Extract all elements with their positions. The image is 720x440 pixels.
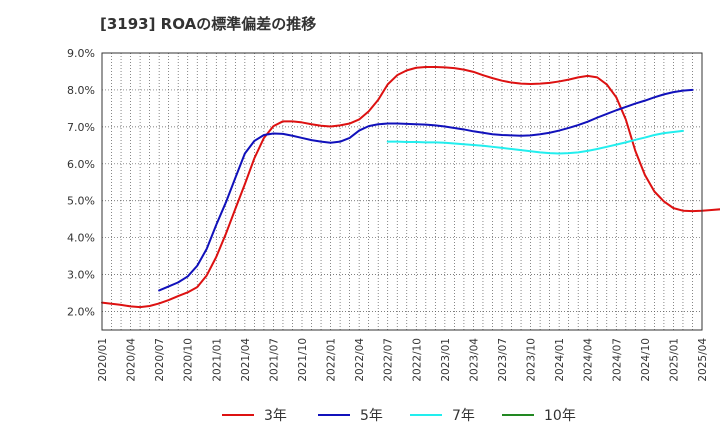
legend-label-7年: 7年 (452, 408, 475, 424)
x-tick-label: 2022/10 (411, 338, 423, 382)
x-tick-label: 2021/07 (268, 338, 280, 382)
x-tick-label: 2025/01 (668, 338, 680, 382)
x-tick-label: 2024/10 (640, 338, 652, 382)
grid-layer (102, 52, 702, 330)
series-line-7年 (386, 129, 684, 155)
series-line-5年 (158, 88, 694, 292)
y-tick-label: 6.0% (67, 158, 95, 171)
y-tick-labels: 2.0% 3.0% 4.0% 5.0% 6.0% 7.0% 8.0% 9.0% (67, 47, 95, 319)
x-tick-label: 2021/01 (211, 338, 223, 382)
legend-label-5年: 5年 (360, 408, 383, 424)
y-tick-label: 8.0% (67, 84, 95, 97)
x-tick-label: 2023/01 (440, 338, 452, 382)
y-tick-label: 4.0% (67, 232, 95, 245)
y-tick-label: 5.0% (67, 195, 95, 208)
x-tick-label: 2020/04 (126, 338, 138, 382)
x-tick-labels: 2020/01 2020/04 2020/07 2020/10 2021/01 2021/… (97, 338, 709, 382)
plot-frame (101, 52, 703, 331)
x-tick-label: 2021/04 (240, 338, 252, 382)
x-tick-label: 2020/10 (183, 338, 195, 382)
x-tick-label: 2025/04 (697, 338, 709, 382)
chart-title: [3193] ROAの標準偏差の推移 (100, 15, 317, 33)
y-tick-label: 2.0% (67, 306, 95, 319)
x-tick-label: 2024/01 (554, 338, 566, 382)
x-tick-label: 2024/07 (611, 338, 623, 382)
x-tick-label: 2023/07 (497, 338, 509, 382)
x-tick-label: 2023/04 (468, 338, 480, 382)
x-tick-label: 2022/04 (354, 338, 366, 382)
legend: 3年 5年 7年 10年 (222, 408, 576, 424)
x-tick-label: 2022/01 (326, 338, 338, 382)
y-tick-label: 9.0% (67, 47, 95, 60)
x-tick-label: 2020/01 (97, 338, 109, 382)
legend-label-3年: 3年 (264, 408, 287, 424)
frame-layer (101, 52, 703, 331)
x-tick-label: 2023/10 (526, 338, 538, 382)
x-tick-label: 2020/07 (154, 338, 166, 382)
x-tick-label: 2021/10 (297, 338, 309, 382)
series-layer (101, 66, 720, 309)
y-tick-label: 3.0% (67, 269, 95, 282)
series-line-3年 (101, 66, 720, 309)
x-tick-label: 2022/07 (383, 338, 395, 382)
y-tick-label: 7.0% (67, 121, 95, 134)
legend-label-10年: 10年 (544, 408, 576, 424)
x-tick-label: 2024/04 (583, 338, 595, 382)
